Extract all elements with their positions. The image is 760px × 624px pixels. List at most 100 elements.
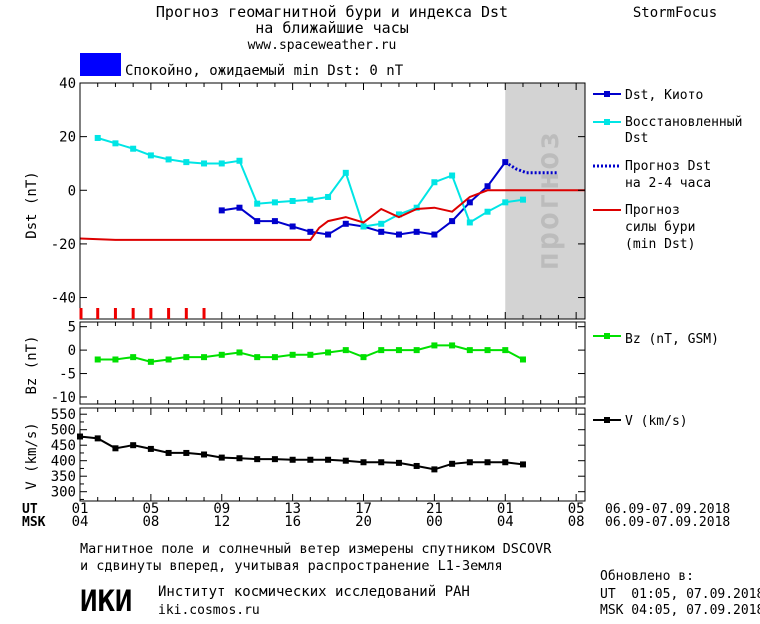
legend: Dst, Киото Восстановленный Dst Прогноз D…: [593, 88, 742, 429]
v-series-0-point: [130, 442, 137, 449]
v-ytick-label: 400: [51, 454, 76, 470]
dst-series-0-point: [254, 218, 261, 225]
ut-time-label: 05: [142, 501, 159, 517]
dst-series-0-point: [342, 220, 349, 227]
legend-bz-marker: [604, 333, 610, 339]
v-series-0-point: [271, 456, 278, 463]
brand-name: StormFocus: [633, 5, 717, 21]
dst-series-0-point: [395, 231, 402, 238]
v-ytick-label: 550: [51, 407, 76, 423]
dst-series-0-point: [378, 228, 385, 235]
dst-series-1-point: [94, 134, 101, 141]
site-url[interactable]: www.spaceweather.ru: [248, 38, 397, 53]
dst-series-1-point: [130, 145, 137, 152]
v-series-0-point: [449, 460, 456, 467]
institute-url[interactable]: iki.cosmos.ru: [158, 603, 260, 618]
msk-time-label: 08: [142, 514, 159, 530]
bz-axes: 5 0 -5 -10: [51, 320, 585, 406]
dst-series-1-point: [449, 172, 456, 179]
bz-ytick-label: 5: [68, 320, 76, 336]
v-series-0-point: [395, 459, 402, 466]
v-ytick-label: 450: [51, 438, 76, 454]
v-series-0-point: [484, 459, 491, 466]
dst-series-0-point: [289, 223, 296, 230]
storm-marks: [79, 308, 206, 319]
dst-series-1-point: [431, 179, 438, 186]
dst-series-0-point: [484, 183, 491, 190]
dst-panel-frame: [79, 82, 586, 320]
dst-series-0-point: [502, 159, 509, 166]
bz-series-0-point: [431, 342, 438, 349]
msk-date-range: 06.09-07.09.2018: [605, 515, 730, 530]
dst-series-0-point: [466, 199, 473, 206]
legend-bz: Bz (nT, GSM): [625, 332, 719, 347]
bz-series-0-point: [183, 354, 190, 361]
legend-dst-forecast-line2: на 2-4 часа: [625, 176, 711, 191]
updated-msk: MSK 04:05, 07.09.2018: [600, 603, 760, 618]
dst-series-3-line: [79, 189, 585, 241]
v-series-0-point: [431, 466, 438, 473]
dst-series-0-point: [271, 218, 278, 225]
status-text: Спокойно, ожидаемый min Dst: 0 nT: [125, 63, 404, 79]
dst-series-1-point: [342, 169, 349, 176]
bz-panel-frame: [79, 321, 586, 405]
dst-series-0-point: [236, 204, 243, 211]
bz-series-0-point: [413, 347, 420, 354]
ut-time-label: 09: [213, 501, 230, 517]
legend-dst-kyoto-marker: [604, 91, 610, 97]
v-series-0-point: [94, 435, 101, 442]
dst-series-1-point: [112, 140, 119, 147]
v-series-0-point: [147, 445, 154, 452]
v-series-0-point: [378, 459, 385, 466]
bz-series-0-point: [236, 349, 243, 356]
legend-v-marker: [604, 417, 610, 423]
v-panel-frame: [79, 407, 586, 502]
msk-time-label: 00: [426, 514, 443, 530]
bz-series-0-point: [342, 347, 349, 354]
dst-ylabel: Dst (nT): [24, 171, 40, 238]
dst-series-layer: [79, 134, 585, 241]
bz-series-0-point: [360, 354, 367, 361]
legend-restored-dst-marker: [604, 119, 610, 125]
v-series-0-point: [342, 457, 349, 464]
bz-ytick-label: -5: [59, 367, 76, 383]
bz-series-0-point: [325, 349, 332, 356]
legend-storm-forecast-line2: силы бури: [625, 220, 695, 235]
msk-time-label: 08: [568, 514, 585, 530]
dst-ytick-label: 40: [59, 76, 76, 92]
dst-series-1-point: [484, 208, 491, 215]
dst-series-1-point: [289, 198, 296, 204]
msk-time-label: 20: [355, 514, 372, 530]
ut-time-label: 21: [426, 501, 443, 517]
dst-series-1-point: [360, 223, 367, 230]
v-series-0-point: [165, 449, 172, 456]
dst-ytick-label: 20: [59, 130, 76, 146]
bz-series-0-point: [449, 342, 456, 349]
iki-logo: ИКИ: [80, 584, 132, 618]
footer-note-line1: Магнитное поле и солнечный ветер измерен…: [80, 541, 552, 557]
legend-v: V (km/s): [625, 414, 688, 429]
bz-ytick-label: 0: [68, 343, 76, 359]
v-series-0-point: [289, 456, 296, 463]
v-ytick-label: 300: [51, 485, 76, 501]
bz-series-0-point: [201, 354, 208, 361]
title-line2: на ближайшие часы: [255, 19, 409, 37]
v-series-0-point: [325, 456, 332, 463]
v-series-0-point: [466, 459, 473, 466]
bz-series-0-point: [147, 358, 154, 365]
updated-label: Обновлено в:: [600, 569, 694, 584]
dst-series-1-point: [147, 152, 154, 159]
msk-time-label: 04: [497, 514, 514, 530]
msk-time-label: 12: [213, 514, 230, 530]
msk-row-label: MSK: [22, 515, 46, 530]
legend-storm-forecast-line1: Прогноз: [625, 203, 680, 218]
ut-time-label: 05: [568, 501, 585, 517]
bz-series-0-point: [395, 347, 402, 354]
bz-series-0-point: [218, 351, 225, 358]
legend-restored-dst-line1: Восстановленный: [625, 115, 742, 130]
dst-ytick-label: -40: [51, 291, 76, 307]
dst-series-0-point: [431, 231, 438, 238]
